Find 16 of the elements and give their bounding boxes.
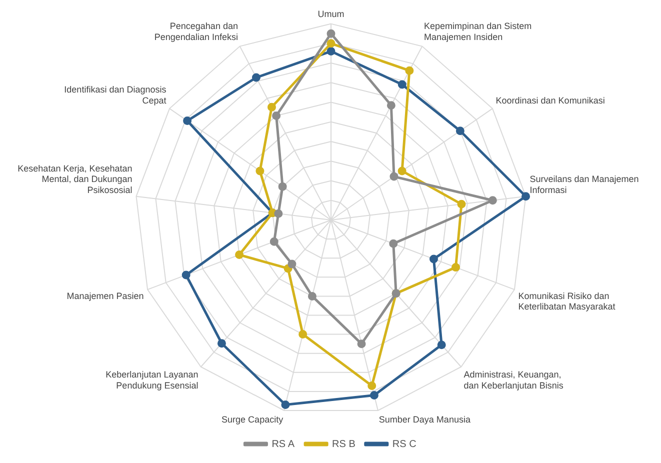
spoke-label: Koordinasi dan Komunikasi bbox=[496, 95, 605, 106]
spoke-label: Surge Capacity bbox=[222, 414, 284, 424]
legend-label: RS C bbox=[392, 438, 416, 450]
spoke-label: Manajemen Pasien bbox=[66, 290, 144, 301]
legend-label: RS A bbox=[272, 438, 295, 450]
spoke-label: Administrasi, Keuangan, dan Keberlanjutan Bisnis bbox=[464, 370, 564, 391]
spoke-label: Kepemimpinan dan Sistem Manajemen Insiden bbox=[424, 21, 532, 42]
spoke-label: Komunikasi Risiko dan Keterlibatan Masyarakat bbox=[518, 290, 616, 312]
spoke-label: Pencegahan dan Pengendalian Infeksi bbox=[154, 21, 238, 42]
spoke-label: Sumber Daya Manusia bbox=[378, 414, 470, 424]
spoke-label: Surveilans dan Manajemen Informasi bbox=[530, 174, 639, 195]
spoke-label: Identifikasi dan Diagnosis Cepat bbox=[64, 84, 167, 106]
spoke-label: Umum bbox=[318, 8, 344, 19]
spoke-label: Keberlanjutan Layanan Pendukung Esensial bbox=[106, 370, 198, 391]
legend-label: RS B bbox=[332, 438, 356, 450]
spoke-label: Kesehatan Kerja, Kesehatan Mental, dan Dukungan Psikososial bbox=[18, 163, 132, 195]
